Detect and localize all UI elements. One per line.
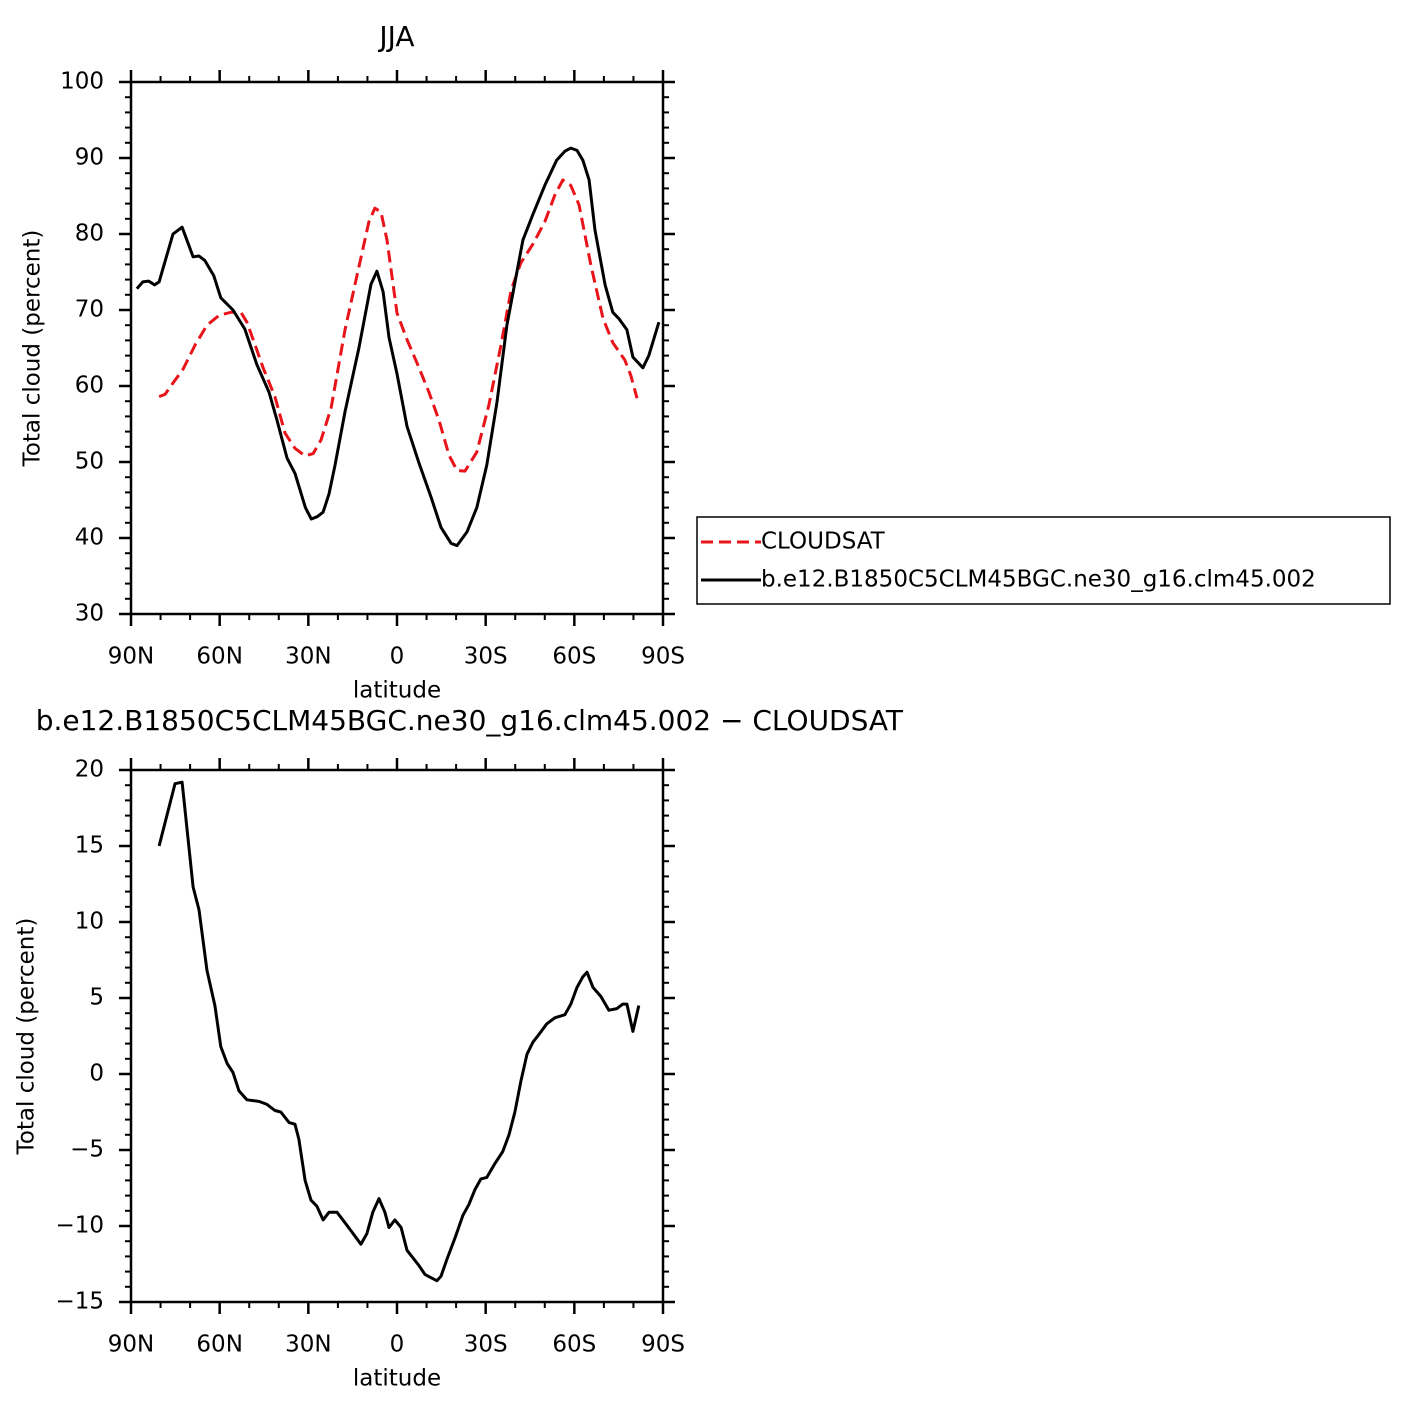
y-tick-label: 15 [75,833,104,859]
x-tick-label: 90N [108,644,154,670]
legend-label: CLOUDSAT [761,529,886,555]
x-tick-label: 90S [641,1332,685,1358]
y-tick-label: 90 [75,145,104,171]
x-tick-label: 60N [196,1332,242,1358]
x-axis-label: latitude [353,1366,441,1392]
x-tick-label: 60S [552,644,596,670]
legend-label: b.e12.B1850C5CLM45BGC.ne30_g16.clm45.002 [761,567,1316,593]
data-line [135,146,661,548]
y-tick-label: 100 [60,69,104,95]
y-tick-label: −5 [70,1137,104,1163]
y-tick-label: 40 [75,525,104,551]
x-tick-label: 30N [285,644,331,670]
x-tick-label: 60S [552,1332,596,1358]
y-tick-label: 10 [75,909,104,935]
y-tick-label: −10 [55,1213,104,1239]
y-tick-label: 80 [75,221,104,247]
y-tick-label: 30 [75,601,104,627]
chart-title: b.e12.B1850C5CLM45BGC.ne30_g16.clm45.002… [36,704,904,737]
data-line [157,780,641,1283]
y-tick-label: −15 [55,1289,104,1315]
y-tick-label: 20 [75,757,104,783]
chart-title: JJA [377,20,414,53]
x-axis-label: latitude [353,678,441,704]
legend-box [696,516,1391,605]
y-tick-label: 70 [75,297,104,323]
y-tick-label: 50 [75,449,104,475]
x-tick-label: 0 [390,1332,405,1358]
y-tick-label: 5 [89,985,104,1011]
x-tick-label: 30N [285,1332,331,1358]
x-tick-label: 90N [108,1332,154,1358]
y-axis-label: Total cloud (percent) [14,918,40,1156]
x-tick-label: 90S [641,644,685,670]
y-tick-label: 60 [75,373,104,399]
y-tick-label: 0 [89,1061,104,1087]
x-tick-label: 30S [464,1332,508,1358]
x-tick-label: 0 [390,644,405,670]
x-tick-label: 60N [196,644,242,670]
x-tick-label: 30S [464,644,508,670]
y-axis-label: Total cloud (percent) [20,230,46,468]
data-line [158,178,639,473]
